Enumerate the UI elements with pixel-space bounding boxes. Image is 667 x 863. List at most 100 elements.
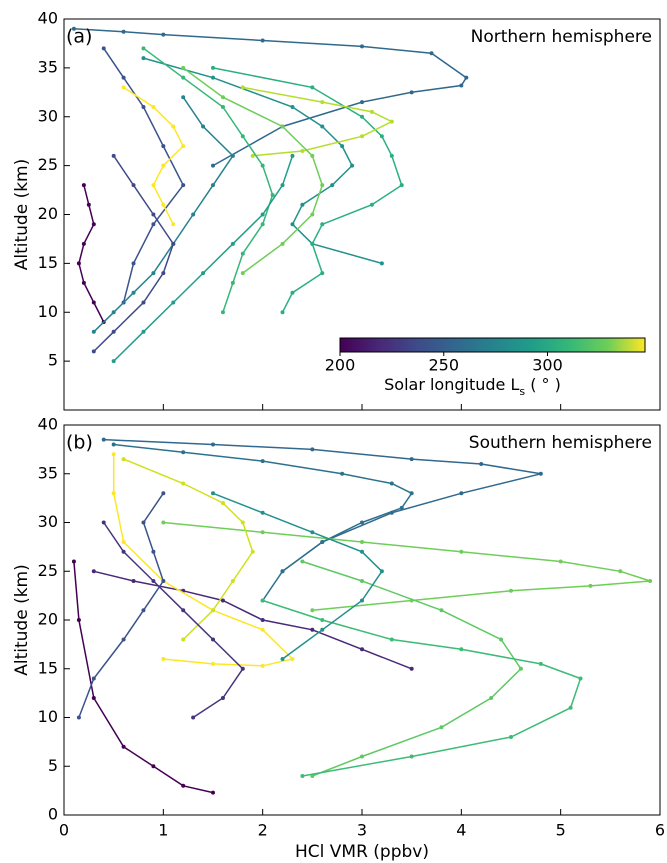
profile-line xyxy=(78,492,165,718)
annotation: Northern hemisphere xyxy=(471,27,652,47)
profile-point xyxy=(280,124,285,129)
profile-point xyxy=(76,715,81,720)
profile-point xyxy=(240,271,245,276)
colorbar-label-part: Solar longitude L xyxy=(384,375,519,394)
profile-point xyxy=(578,676,583,681)
profile-point xyxy=(211,790,215,795)
y-tick-label: 25 xyxy=(38,561,58,580)
colorbar-label-part: s xyxy=(519,385,525,398)
colorbar xyxy=(339,337,646,353)
profile-line xyxy=(212,67,403,313)
profile-line xyxy=(113,155,294,362)
profile-point xyxy=(260,618,265,622)
y-tick-label: 15 xyxy=(38,658,58,677)
profile-point xyxy=(280,183,285,188)
profile-point xyxy=(240,85,245,90)
profile-point xyxy=(230,241,235,246)
profile-point xyxy=(111,491,116,496)
profile-point xyxy=(369,202,374,207)
profile-point xyxy=(211,163,215,168)
profile-point xyxy=(86,202,91,207)
profile-point xyxy=(181,481,186,486)
profile-point xyxy=(201,271,206,276)
profile-line xyxy=(103,522,244,719)
profile-point xyxy=(91,349,96,354)
profile-line xyxy=(103,47,185,303)
profile-point xyxy=(211,75,215,80)
profile-point xyxy=(360,134,364,139)
profile-point xyxy=(369,109,374,114)
profile-point xyxy=(360,520,364,525)
colorbar-tick-label: 200 xyxy=(325,356,356,375)
profile-point xyxy=(588,583,593,588)
profile-point xyxy=(310,530,315,535)
profile-line xyxy=(93,96,234,333)
profile-point xyxy=(211,65,215,70)
profile-point xyxy=(230,153,235,158)
profile-point xyxy=(280,310,285,315)
profile-point xyxy=(91,569,96,574)
profile-point xyxy=(191,212,196,217)
profile-point xyxy=(91,300,96,305)
profile-point xyxy=(240,134,245,139)
profile-point xyxy=(250,549,255,554)
profile-point xyxy=(220,95,225,100)
profile-point xyxy=(81,183,86,188)
profile-point xyxy=(131,183,136,188)
x-tick-label: 0 xyxy=(59,821,69,840)
profile-point xyxy=(379,569,384,574)
y-tick-label: 15 xyxy=(38,253,58,272)
profile-point xyxy=(360,754,364,759)
profile-point xyxy=(121,75,126,80)
profile-point xyxy=(409,457,414,462)
profile-point xyxy=(360,44,364,49)
profile-point xyxy=(260,212,265,217)
profile-point xyxy=(121,549,126,554)
profile-point xyxy=(81,280,86,285)
profile-point xyxy=(220,104,225,109)
x-tick-label: 2 xyxy=(258,821,268,840)
profile-point xyxy=(300,202,305,207)
profile-point xyxy=(181,637,186,642)
profile-line xyxy=(78,185,105,323)
y-tick-label: 20 xyxy=(38,610,58,629)
profile-point xyxy=(161,202,166,207)
profile-point xyxy=(201,124,206,129)
profile-point xyxy=(161,144,166,149)
profile-point xyxy=(360,540,364,544)
y-tick-label: 35 xyxy=(38,57,58,76)
profile-point xyxy=(260,510,265,515)
profile-line xyxy=(262,599,582,777)
profile-point xyxy=(270,192,275,197)
profile-point xyxy=(489,696,494,700)
profile-point xyxy=(151,104,156,109)
y-tick-label: 30 xyxy=(38,106,58,125)
panel-label: (b) xyxy=(66,432,93,454)
profile-point xyxy=(648,579,653,583)
profile-point xyxy=(330,183,335,188)
profile-point xyxy=(181,65,186,70)
profile-point xyxy=(131,579,136,583)
profile-point xyxy=(518,666,523,671)
profile-line xyxy=(73,28,468,167)
profile-point xyxy=(181,450,186,455)
profile-point xyxy=(310,212,315,217)
panel-label: (a) xyxy=(66,26,92,48)
profile-point xyxy=(161,32,166,37)
colorbar-label: Solar longitude Ls ( ° ) xyxy=(384,375,561,398)
profile-point xyxy=(151,764,156,769)
y-tick-label: 35 xyxy=(38,463,58,482)
profile-line xyxy=(112,454,295,667)
profile-point xyxy=(111,153,116,158)
profile-point xyxy=(290,153,295,158)
profile-point xyxy=(141,300,146,305)
profile-point xyxy=(101,437,106,442)
profile-point xyxy=(141,608,146,613)
profile-point xyxy=(161,163,166,168)
annotation: Southern hemisphere xyxy=(469,433,652,453)
profile-point xyxy=(240,520,245,525)
profile-point xyxy=(211,661,215,666)
profile-point xyxy=(409,90,414,95)
profile-point xyxy=(260,530,265,535)
profile-point xyxy=(538,471,543,476)
